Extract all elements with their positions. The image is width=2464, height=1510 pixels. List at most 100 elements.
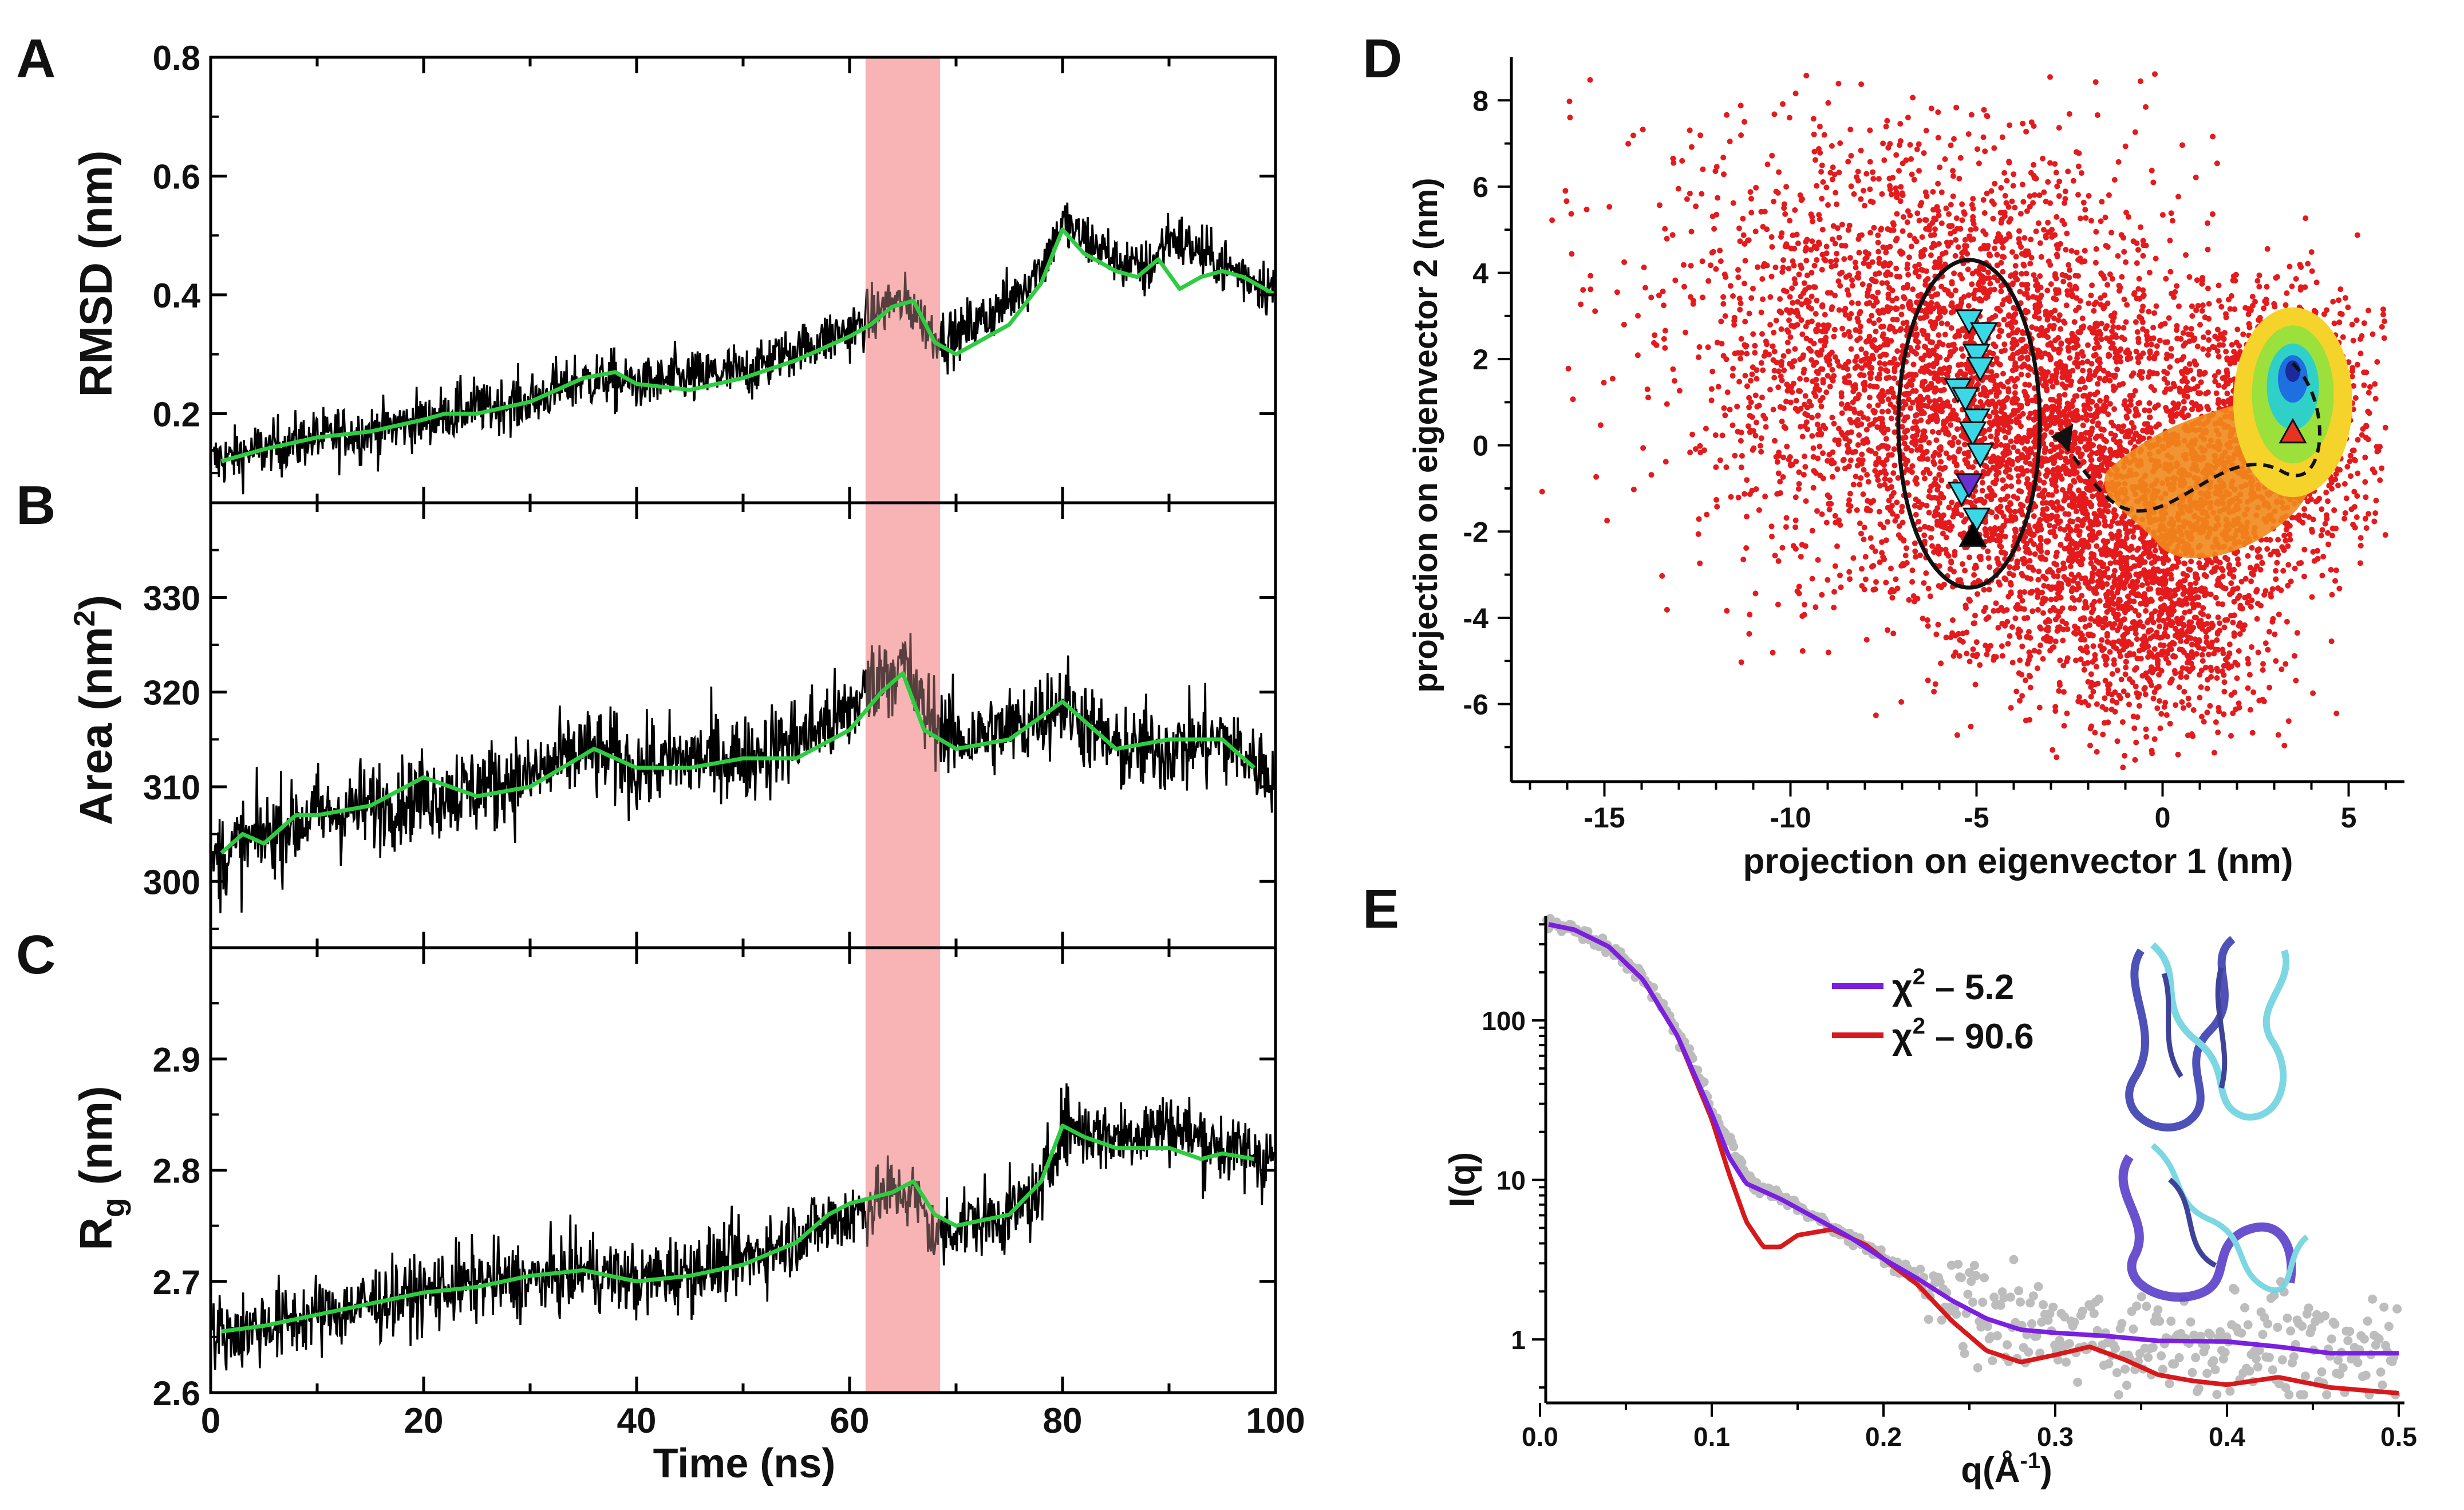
legend-good-main: χ	[1892, 968, 1913, 1007]
highlight-overlay	[865, 948, 941, 1393]
ylabel-c-end: (nm)	[70, 1086, 121, 1198]
x-tick-label: 5	[2341, 802, 2357, 834]
raw-trace	[212, 202, 1275, 495]
y-tick-label: 6	[1472, 171, 1488, 203]
x-tick-label: 0.0	[1522, 1422, 1558, 1452]
panel-e-saxs: 0.0 0.1 0.2 0.3 0.4 0.5 1 10 100	[1482, 913, 2417, 1452]
panel-letter-e: E	[1363, 878, 1399, 940]
path-point-marker	[1951, 387, 1980, 412]
xlabel-e-end: )	[2040, 1450, 2052, 1490]
ylabel-c: Rg (nm)	[70, 1086, 131, 1251]
y-tick-label: 310	[143, 768, 200, 807]
x-tick-label: 40	[617, 1401, 657, 1441]
y-tick-label: 100	[1482, 1006, 1526, 1036]
xlabel-d: projection on eigenvector 1 (nm)	[1743, 842, 2293, 881]
smoothed-trace	[220, 671, 1256, 855]
ylabel-b-main: Area (nm	[70, 626, 121, 825]
ylabel-b: Area (nm2)	[68, 595, 121, 825]
path-point-marker	[1969, 322, 1999, 348]
cluster-ellipse	[1896, 258, 2042, 590]
y-tick-label: 1	[1511, 1325, 1526, 1355]
y-tick-label: 2.9	[153, 1040, 200, 1079]
path-point-marker	[1954, 309, 1984, 335]
highlight-overlay	[865, 57, 941, 503]
xlabel-e: q(Å-1)	[1961, 1448, 2052, 1490]
y-tick-label: 0.8	[153, 39, 200, 77]
highlight-overlay	[865, 503, 941, 948]
y-tick-label: 8	[1472, 85, 1488, 117]
y-tick-label: 4	[1472, 257, 1488, 289]
path-point-marker	[1962, 344, 1991, 369]
path-point-marker	[1962, 507, 1991, 533]
path-point-marker	[1966, 443, 1995, 468]
ylabel-a: RMSD (nm)	[70, 150, 121, 397]
panel-d-pca: -15 -10 -5 0 5 -6 -4 -2 0 2 4 6 8	[1463, 57, 2404, 834]
x-tick-label: -5	[1964, 802, 1989, 834]
legend-bad-sup: 2	[1913, 1014, 1925, 1039]
path-point-marker	[1962, 408, 1991, 434]
ylabel-b-end: )	[70, 595, 121, 610]
y-tick-label: 0	[1472, 430, 1488, 462]
scatter-points	[1539, 71, 2388, 771]
dashed-trajectory	[2054, 362, 2321, 513]
y-tick-label: -6	[1463, 688, 1488, 720]
panel-c-rg: 2.6 2.7 2.8 2.9 0 20 40 60 80 100	[153, 946, 1305, 1441]
x-tick-label: 0.1	[1693, 1422, 1730, 1452]
ylabel-d: projection on eigenvector 2 (nm)	[1407, 178, 1444, 692]
y-tick-label: 320	[143, 674, 200, 712]
highlight-region	[865, 57, 941, 503]
legend-label-good: χ2 – 5.2	[1892, 964, 2014, 1007]
y-tick-label: -4	[1463, 602, 1489, 634]
highlight-region	[865, 503, 941, 948]
y-tick-label: -2	[1463, 516, 1488, 548]
panel-letter-a: A	[16, 28, 56, 89]
legend-label-bad: χ2 – 90.6	[1892, 1014, 2034, 1056]
x-tick-label: 20	[404, 1401, 444, 1441]
x-tick-label: 60	[830, 1401, 870, 1441]
x-tick-label: 100	[1246, 1401, 1305, 1441]
legend-good-sup: 2	[1913, 964, 1925, 989]
y-tick-label: 0.2	[153, 395, 200, 433]
x-tick-label: 0	[2155, 802, 2171, 834]
x-tick-label: 80	[1043, 1401, 1083, 1441]
ylabel-c-sub: g	[95, 1198, 131, 1217]
panel-a-rmsd: 0.2 0.4 0.6 0.8	[153, 39, 1277, 504]
y-tick-label: 2	[1472, 344, 1488, 376]
path-point-marker	[1966, 357, 1995, 383]
x-tick-label: 0.2	[1865, 1422, 1902, 1452]
path-point-marker	[1958, 421, 1987, 447]
panel-letter-b: B	[16, 475, 56, 536]
fit-curve-good	[1548, 922, 2399, 1356]
end-marker	[2279, 418, 2307, 444]
legend-bad-main: χ	[1892, 1017, 1913, 1056]
raw-trace	[211, 633, 1275, 913]
y-tick-label: 2.6	[153, 1374, 200, 1413]
xlabel-e-sup: -1	[2020, 1448, 2041, 1473]
highlighted-point-marker	[1954, 473, 1984, 499]
scatter-dots	[1539, 71, 2388, 771]
start-marker	[1958, 521, 1987, 547]
y-tick-label: 10	[1496, 1166, 1526, 1196]
panel-letter-c: C	[16, 924, 56, 985]
legend-good-end: – 5.2	[1925, 968, 2014, 1007]
legend-bad-end: – 90.6	[1925, 1017, 2034, 1056]
protein-structure-image	[2118, 936, 2309, 1302]
panel-letter-d: D	[1363, 28, 1402, 89]
ylabel-b-sup: 2	[68, 610, 101, 626]
x-tick-label: 0	[201, 1401, 220, 1441]
x-tick-label: 0.3	[2037, 1422, 2074, 1452]
smoothed-trace	[221, 1123, 1255, 1334]
y-tick-label: 2.8	[153, 1152, 200, 1190]
x-tick-label: -15	[1584, 802, 1625, 834]
ylabel-e: I(q)	[1443, 1152, 1482, 1207]
x-tick-label: 0.5	[2380, 1422, 2417, 1452]
y-tick-label: 0.4	[153, 277, 201, 315]
y-tick-label: 330	[143, 579, 200, 617]
x-tick-label: -10	[1770, 802, 1811, 834]
y-tick-label: 0.6	[153, 157, 200, 196]
legend-e: χ2 – 5.2 χ2 – 90.6	[1832, 964, 2034, 1056]
xlabel-e-main: q(Å	[1961, 1450, 2020, 1490]
ylabel-c-main: R	[70, 1217, 121, 1251]
y-tick-label: 300	[143, 863, 200, 901]
